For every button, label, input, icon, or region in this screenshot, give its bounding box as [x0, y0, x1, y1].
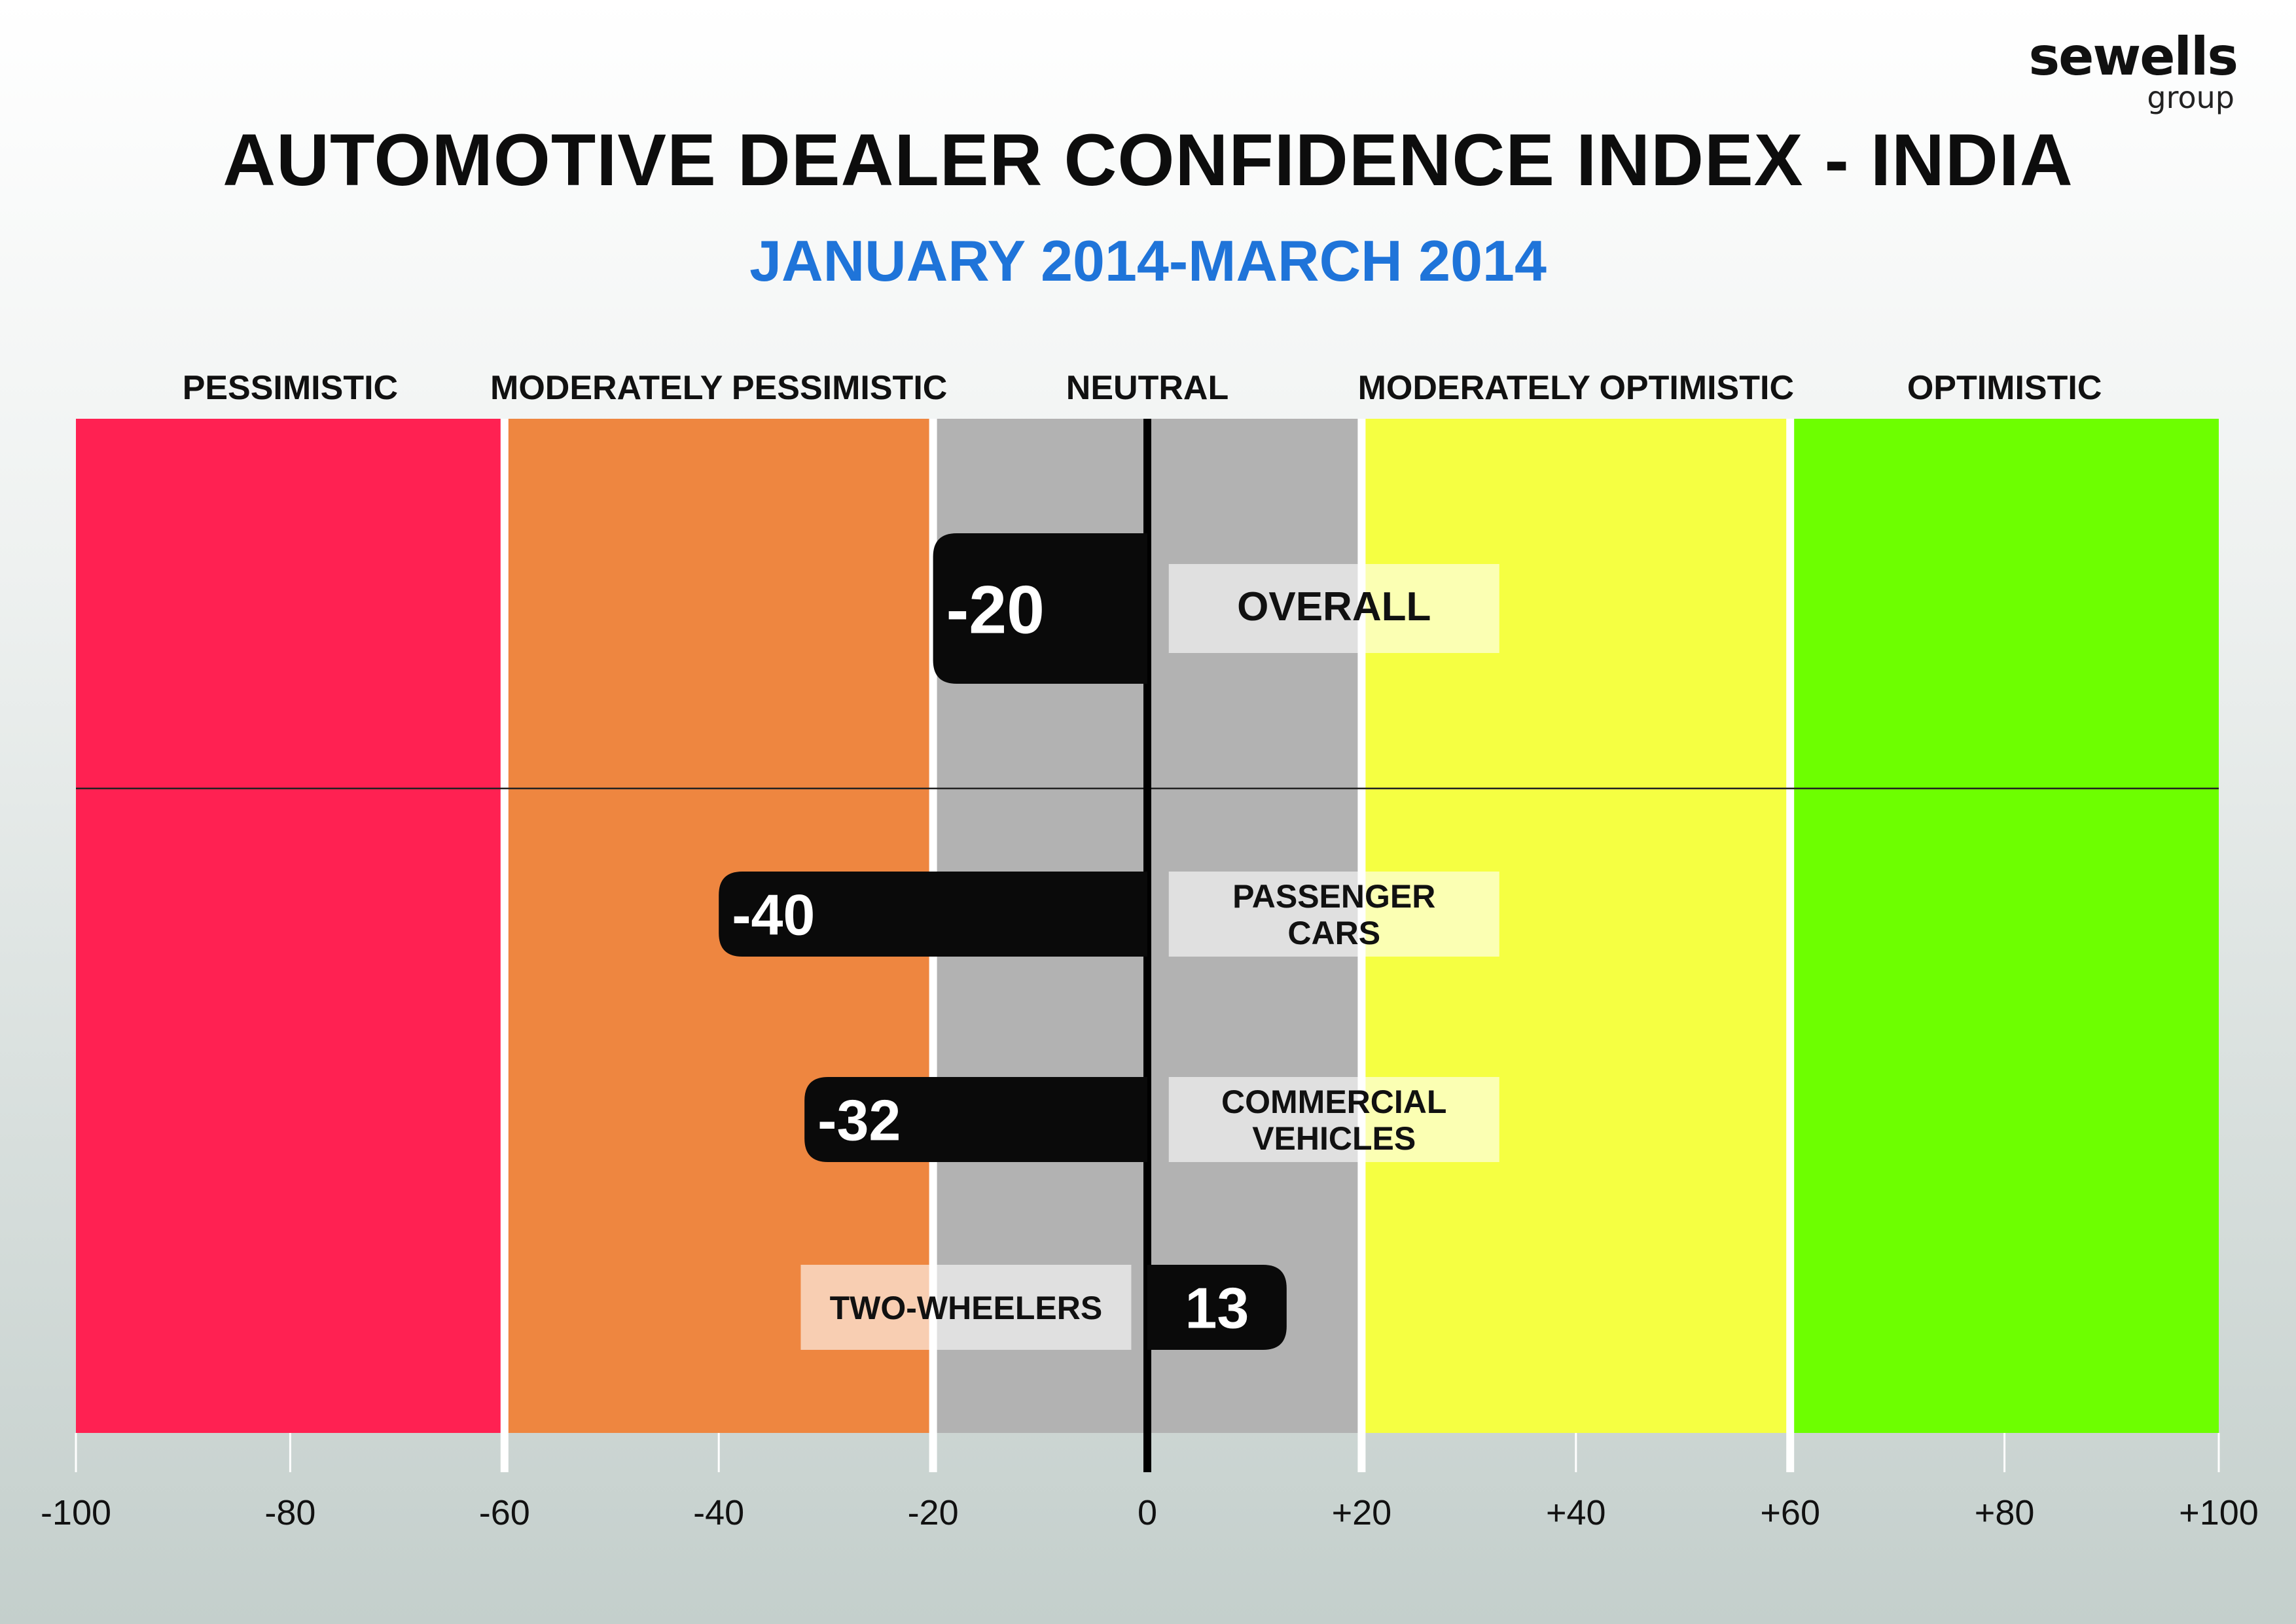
tick-label: -40	[693, 1493, 744, 1532]
logo-brand-name: sewells	[2028, 26, 2238, 87]
zone-label: MODERATELY PESSIMISTIC	[490, 369, 947, 407]
category-label-box	[1168, 564, 1499, 653]
tick-label: +100	[2179, 1493, 2259, 1532]
sewells-group-logo: sewells group	[2015, 26, 2238, 115]
category-label-box	[1168, 872, 1499, 957]
tick-label: -20	[908, 1493, 959, 1532]
category-label: VEHICLES	[1252, 1120, 1416, 1157]
bar	[719, 872, 1147, 957]
chart-title: AUTOMOTIVE DEALER CONFIDENCE INDEX - IND…	[223, 119, 2073, 201]
bar-value-label: -20	[946, 572, 1045, 648]
tick-label: -100	[41, 1493, 111, 1532]
zone-1	[76, 419, 505, 1433]
bar	[1147, 1265, 1287, 1350]
tick-label: +20	[1332, 1493, 1392, 1532]
bar	[933, 533, 1147, 684]
zone-label: PESSIMISTIC	[183, 369, 398, 407]
category-label: COMMERCIAL	[1221, 1084, 1446, 1120]
zone-label: NEUTRAL	[1066, 369, 1229, 407]
bar-value-label: -32	[817, 1088, 901, 1153]
logo-brand-sub: group	[2147, 80, 2234, 115]
zone-label: MODERATELY OPTIMISTIC	[1358, 369, 1794, 407]
category-label: PASSENGER	[1232, 878, 1435, 915]
tick-label: +80	[1975, 1493, 2035, 1532]
bar-value-label: -40	[732, 883, 815, 947]
category-label: OVERALL	[1237, 584, 1431, 629]
zone-5	[1790, 419, 2219, 1433]
category-label-box	[800, 1265, 1132, 1350]
category-label: CARS	[1287, 915, 1380, 951]
category-label: TWO-WHEELERS	[830, 1290, 1103, 1326]
bar	[804, 1077, 1147, 1162]
chart-subtitle: JANUARY 2014-MARCH 2014	[749, 228, 1547, 293]
bar-value-label: 13	[1185, 1276, 1249, 1341]
tick-label: 0	[1138, 1493, 1157, 1532]
tick-label: +40	[1546, 1493, 1606, 1532]
zone-label: OPTIMISTIC	[1907, 369, 2102, 407]
tick-label: -80	[264, 1493, 315, 1532]
category-label-box	[1168, 1077, 1499, 1162]
tick-label: +60	[1760, 1493, 1820, 1532]
tick-label: -60	[479, 1493, 530, 1532]
